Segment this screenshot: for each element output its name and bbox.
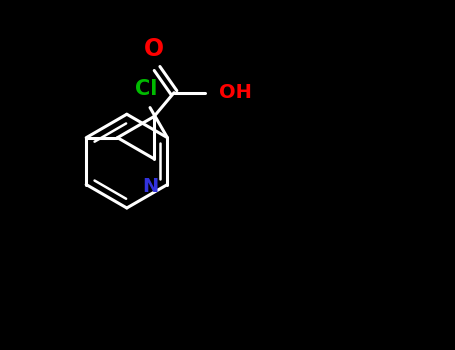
Text: N: N [142,177,159,196]
Text: O: O [144,37,164,61]
Text: Cl: Cl [136,79,158,99]
Text: OH: OH [219,83,252,102]
